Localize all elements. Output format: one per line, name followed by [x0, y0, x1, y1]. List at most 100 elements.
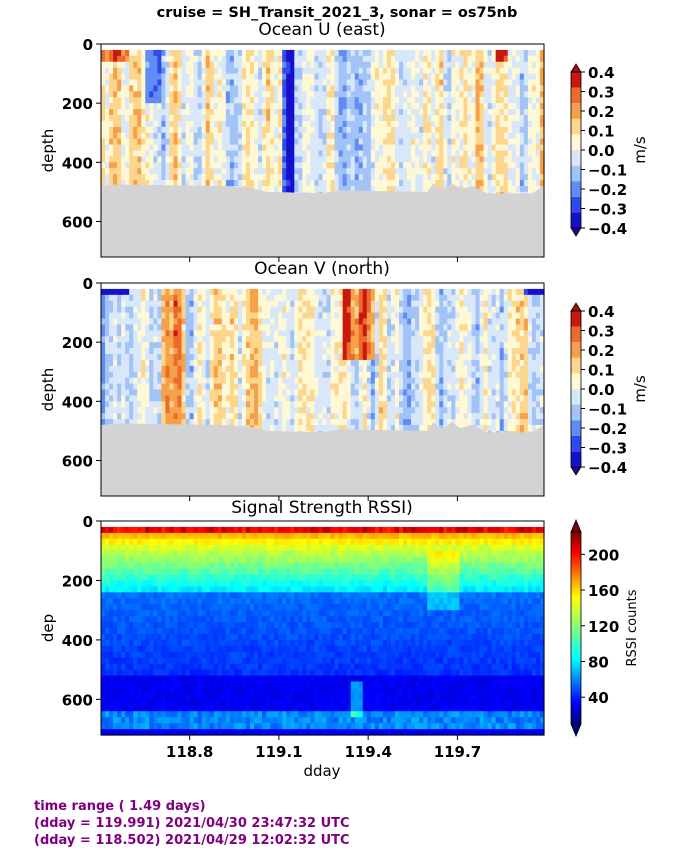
heatmap-cell — [177, 294, 183, 302]
heatmap-cell — [181, 407, 187, 414]
heatmap-cell — [515, 67, 521, 75]
heatmap-cell — [334, 407, 340, 414]
heatmap-cell — [314, 395, 320, 402]
heatmap-cell — [298, 407, 303, 414]
heatmap-cell — [491, 97, 497, 104]
heatmap-cell — [266, 419, 271, 426]
heatmap-cell — [294, 180, 299, 187]
heatmap-cell — [415, 132, 420, 140]
heatmap-cell — [370, 371, 376, 379]
heatmap-cell — [330, 156, 336, 163]
heatmap-cell — [415, 126, 420, 134]
heatmap-cell — [459, 85, 465, 92]
heatmap-cell — [181, 67, 187, 75]
heatmap-cell — [125, 79, 130, 87]
heatmap-cell — [137, 348, 142, 355]
heatmap-cell — [447, 156, 452, 163]
heatmap-cell — [423, 156, 428, 163]
heatmap-cell — [366, 91, 372, 98]
heatmap-cell — [274, 109, 279, 116]
no-data-region — [101, 183, 544, 257]
heatmap-cell — [362, 348, 368, 355]
heatmap-cell — [415, 419, 420, 426]
heatmap-cell — [113, 342, 118, 349]
heatmap-cell — [262, 55, 267, 63]
heatmap-cell — [511, 156, 517, 163]
heatmap-cell — [282, 342, 287, 349]
heatmap-cell — [378, 294, 384, 302]
colorbar-label: m/s — [631, 136, 649, 164]
heatmap-cell — [310, 395, 316, 402]
heatmap-cell — [153, 377, 158, 385]
heatmap-cell — [318, 359, 324, 367]
heatmap-cell — [326, 109, 332, 116]
heatmap-cell — [326, 174, 332, 181]
heatmap-cell — [342, 365, 348, 373]
heatmap-cell — [298, 174, 303, 181]
heatmap-cell — [362, 395, 368, 402]
heatmap-cell — [141, 162, 146, 169]
heatmap-cell — [197, 359, 203, 367]
heatmap-cell — [354, 103, 360, 110]
heatmap-cell — [479, 180, 485, 187]
heatmap-cell — [189, 318, 195, 326]
heatmap-cell — [262, 67, 267, 75]
heatmap-cell — [519, 144, 525, 152]
colorbar-band — [571, 87, 581, 104]
heatmap-cell — [169, 288, 175, 296]
heatmap-cell — [294, 425, 299, 432]
heatmap-cell — [225, 318, 231, 326]
heatmap-cell — [423, 162, 428, 169]
heatmap-cell — [342, 419, 348, 426]
heatmap-cell — [201, 132, 207, 140]
heatmap-cell — [310, 150, 316, 158]
heatmap-cell — [366, 97, 372, 104]
heatmap-cell — [250, 312, 255, 320]
heatmap-cell — [193, 389, 199, 397]
heatmap-cell — [394, 79, 400, 87]
heatmap-cell — [213, 126, 219, 134]
heatmap-cell — [258, 377, 263, 385]
heatmap-cell — [326, 407, 332, 414]
heatmap-cell — [358, 186, 364, 193]
heatmap-cell — [399, 425, 404, 432]
heatmap-cell — [254, 97, 259, 104]
heatmap-cell — [527, 103, 533, 110]
heatmap-cell — [169, 354, 175, 361]
heatmap-cell — [153, 318, 158, 326]
heatmap-cell — [165, 419, 171, 426]
heatmap-cell — [266, 377, 271, 385]
heatmap-cell — [382, 288, 388, 296]
heatmap-cell — [229, 419, 235, 426]
heatmap-cell — [443, 156, 448, 163]
heatmap-cell — [358, 413, 364, 420]
heatmap-cell — [326, 300, 332, 308]
heatmap-cell — [407, 174, 412, 181]
heatmap-cell — [274, 55, 279, 63]
heatmap-cell — [137, 395, 142, 402]
heatmap-cell — [217, 61, 223, 69]
heatmap-cell — [443, 144, 448, 152]
heatmap-cell — [354, 115, 360, 122]
heatmap-cell — [403, 324, 408, 331]
heatmap-cell — [306, 342, 312, 349]
heatmap-cell — [427, 312, 432, 320]
heatmap-cell — [370, 407, 376, 414]
heatmap-cell — [185, 79, 191, 87]
heatmap-cell — [109, 407, 114, 414]
heatmap-cell — [181, 324, 187, 331]
heatmap-cell — [479, 55, 485, 63]
heatmap-cell — [197, 120, 203, 128]
heatmap-cell — [366, 365, 372, 373]
heatmap-cell — [495, 97, 501, 104]
heatmap-cell — [149, 138, 154, 146]
heatmap-cell — [250, 85, 255, 92]
heatmap-cell — [189, 49, 195, 57]
heatmap-cell — [342, 306, 348, 314]
heatmap-cell — [101, 103, 106, 110]
heatmap-cell — [443, 91, 448, 98]
heatmap-cell — [407, 115, 412, 122]
heatmap-cell — [354, 120, 360, 128]
heatmap-cell — [411, 413, 416, 420]
heatmap-cell — [447, 336, 452, 343]
